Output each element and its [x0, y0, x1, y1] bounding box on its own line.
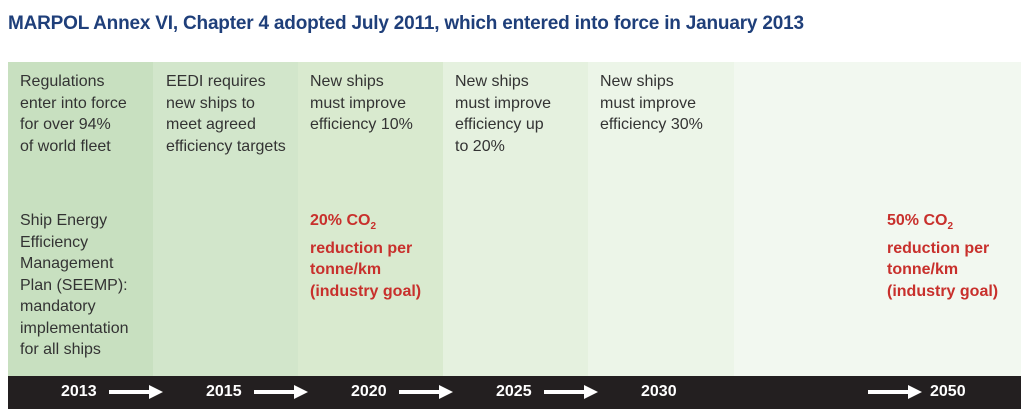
column-2015: EEDI requires new ships to meet agreed e…: [153, 62, 298, 376]
goal-2050-line3: tonne/km: [887, 261, 959, 278]
goal-2050-line2: reduction per: [887, 239, 990, 257]
column-2020: New ships must improve efficiency 10% 20…: [298, 62, 443, 376]
goal-2050: 50% CO2 reduction per tonne/km (industry…: [887, 210, 998, 302]
goal-2050-co2-subscript: 2: [947, 221, 954, 232]
seemp-text: Ship Energy Efficiency Management Plan (…: [20, 212, 129, 358]
goal-2020: 20% CO2 reduction per tonne/km (industry…: [310, 210, 421, 302]
year-2015-label: 2015: [206, 383, 242, 400]
timeline-band: Regulations enter into force for over 94…: [8, 62, 1021, 376]
year-2013-label: 2013: [61, 383, 97, 400]
goal-2020-co2-text: 20% CO: [310, 212, 371, 229]
arrow-right-icon: [868, 385, 922, 399]
efficiency-10-text: New ships must improve efficiency 10%: [310, 73, 413, 133]
column-2030: New ships must improve efficiency 30%: [588, 62, 734, 376]
year-2050-label: 2050: [930, 383, 966, 400]
diagram-title: MARPOL Annex VI, Chapter 4 adopted July …: [8, 13, 804, 34]
year-2025-label: 2025: [496, 383, 532, 400]
goal-2050-line4: (industry goal): [887, 282, 999, 300]
column-2050: 50% CO2 reduction per tonne/km (industry…: [734, 62, 1021, 376]
year-axis-bar: 2013 2015 2020 2025 2030 2050: [8, 376, 1021, 409]
eedi-text: EEDI requires new ships to meet agreed e…: [166, 73, 286, 155]
goal-2020-line2: reduction per: [310, 239, 413, 257]
goal-2020-line4: (industry goal): [310, 282, 422, 300]
efficiency-20-text: New ships must improve efficiency up to …: [455, 73, 552, 155]
goal-2020-line1: 20% CO2: [310, 210, 421, 238]
column-2025: New ships must improve efficiency up to …: [443, 62, 588, 376]
arrow-right-icon: [254, 385, 308, 399]
arrow-right-icon: [109, 385, 163, 399]
goal-2020-line3: tonne/km: [310, 261, 382, 278]
regulations-text: Regulations enter into force for over 94…: [20, 73, 127, 155]
column-2013: Regulations enter into force for over 94…: [8, 62, 153, 376]
goal-2020-co2-subscript: 2: [370, 221, 377, 232]
year-2030-label: 2030: [641, 383, 677, 400]
efficiency-30-text: New ships must improve efficiency 30%: [600, 73, 703, 133]
goal-2050-line1: 50% CO2: [887, 210, 998, 238]
goal-2050-co2-text: 50% CO: [887, 212, 948, 229]
arrow-right-icon: [399, 385, 453, 399]
arrow-right-icon: [544, 385, 598, 399]
year-2020-label: 2020: [351, 383, 387, 400]
